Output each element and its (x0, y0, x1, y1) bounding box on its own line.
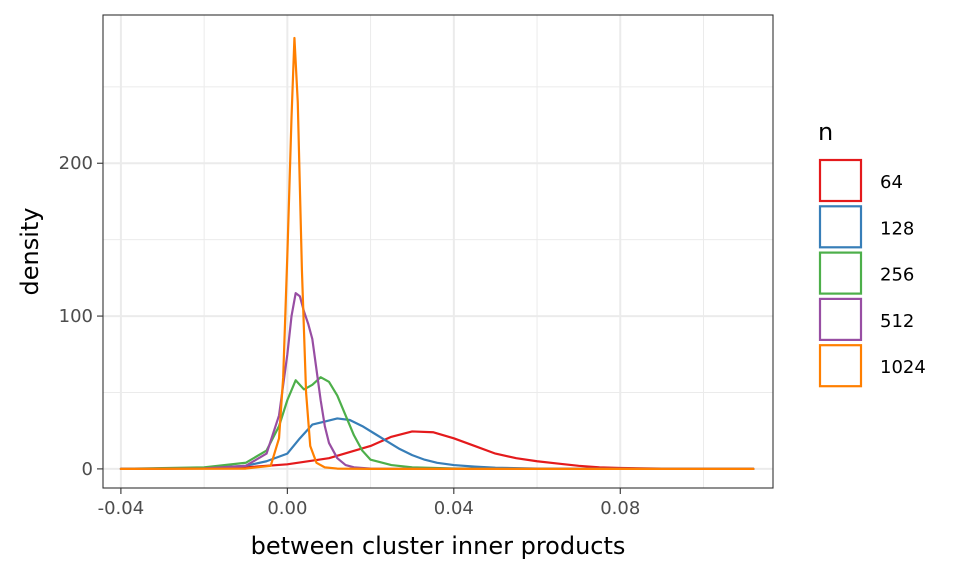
legend-items: 64 128 256 512 1024 (818, 158, 926, 388)
legend-label-512: 512 (880, 311, 914, 332)
y-axis-title: density (16, 208, 44, 296)
x-axis-title: between cluster inner products (251, 532, 626, 560)
legend: n 64 128 256 512 1024 (818, 118, 926, 388)
x-tick-label: 0.00 (267, 498, 307, 519)
x-axis: -0.04 0.00 0.04 0.08 (98, 488, 640, 519)
series-line-128 (119, 417, 755, 470)
legend-item-1024: 1024 (818, 344, 926, 388)
legend-label-256: 256 (880, 265, 914, 286)
legend-key-1024 (818, 344, 863, 388)
series-line-1024 (119, 36, 755, 470)
legend-key-128 (818, 205, 863, 249)
series-line-64 (119, 430, 755, 470)
minor-gridlines (103, 15, 773, 488)
legend-label-128: 128 (880, 218, 914, 239)
legend-label-64: 64 (880, 172, 903, 193)
x-tick-label: -0.04 (98, 498, 145, 519)
panel-border (102, 14, 774, 489)
legend-label-1024: 1024 (880, 357, 926, 378)
x-tick-label: 0.08 (600, 498, 640, 519)
x-tick-label: 0.04 (434, 498, 474, 519)
y-tick-label: 200 (59, 153, 93, 174)
legend-key-512 (818, 297, 863, 341)
legend-item-64: 64 (818, 158, 903, 203)
legend-item-512: 512 (818, 297, 914, 341)
series-lines (119, 36, 755, 470)
y-tick-label: 100 (59, 306, 93, 327)
legend-key-256 (818, 251, 863, 295)
legend-item-256: 256 (818, 251, 914, 295)
y-axis: 0 100 200 (59, 153, 103, 480)
plot-panel (102, 14, 774, 489)
legend-title: n (818, 118, 833, 146)
legend-item-128: 128 (818, 205, 914, 249)
y-tick-label: 0 (82, 459, 93, 480)
panel-background (103, 15, 773, 488)
series-line-512 (119, 292, 755, 470)
legend-key-64 (818, 158, 863, 203)
